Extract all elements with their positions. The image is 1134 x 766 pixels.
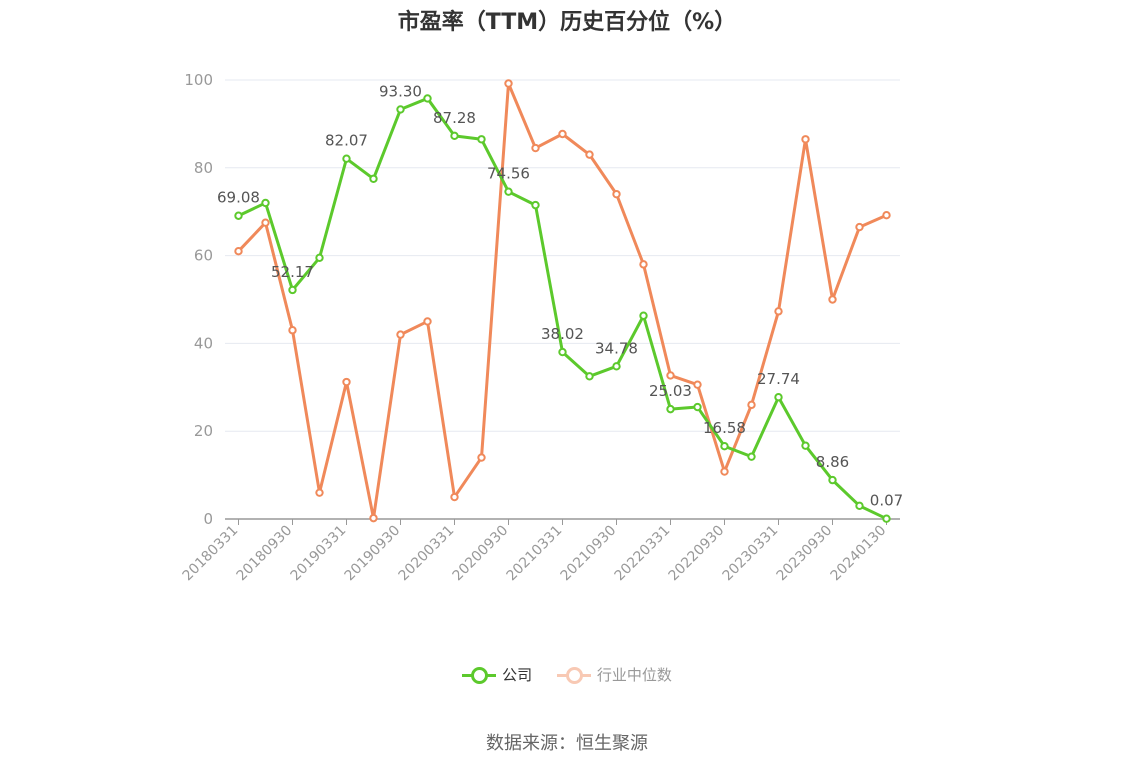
- data-labels: 69.08 52.17 82.07 93.30 87.28 74.56 38.02 34.78…: [217, 82, 903, 509]
- series-line: [237, 96, 888, 521]
- y-tick-label: 0: [203, 510, 213, 528]
- data-label: 25.03: [649, 382, 692, 400]
- data-point: [855, 222, 864, 232]
- data-point: [342, 154, 351, 163]
- data-point: [234, 211, 243, 220]
- legend-industry-label: 行业中位数: [596, 666, 672, 684]
- data-point: [828, 295, 837, 304]
- x-tick-label: 20230331: [720, 523, 782, 585]
- x-tick-label: 20220331: [612, 523, 674, 585]
- data-point: [585, 372, 594, 381]
- data-label: 8.86: [816, 453, 849, 471]
- chart-title: 市盈率（TTM）历史百分位（%）: [397, 10, 737, 35]
- data-point: [585, 150, 594, 159]
- data-label: 16.58: [703, 419, 746, 437]
- x-tick-label: 20180331: [180, 523, 242, 585]
- x-tick-label: 20230930: [774, 523, 836, 585]
- data-point: [477, 453, 486, 462]
- data-point: [504, 187, 513, 196]
- data-label: 69.08: [217, 189, 260, 207]
- x-tick-label: 20190930: [342, 523, 404, 585]
- data-point: [288, 326, 297, 335]
- data-point: [396, 330, 405, 339]
- x-tick-label: 20210930: [558, 523, 620, 585]
- data-label: 87.28: [433, 109, 476, 127]
- data-point: [882, 514, 891, 523]
- legend-company-icon: [462, 666, 497, 684]
- data-point: [666, 404, 675, 414]
- data-label: 34.78: [595, 339, 638, 357]
- data-label: 74.56: [487, 165, 530, 183]
- data-point: [531, 200, 540, 210]
- data-point: [639, 311, 648, 320]
- data-point: [558, 129, 567, 139]
- data-point: [261, 198, 270, 208]
- data-point: [612, 362, 621, 371]
- data-point: [747, 452, 756, 461]
- data-point: [369, 174, 378, 183]
- data-point: [558, 347, 567, 357]
- data-point: [855, 501, 864, 511]
- data-point: [450, 131, 459, 141]
- legend-item-industry[interactable]: 行业中位数: [556, 664, 672, 685]
- data-point: [288, 285, 297, 295]
- data-point: [666, 371, 675, 380]
- data-point: [693, 402, 702, 412]
- data-point: [396, 105, 405, 114]
- data-point: [315, 253, 324, 262]
- data-point: [531, 143, 540, 153]
- data-point: [477, 135, 486, 144]
- y-tick-label: 40: [194, 334, 213, 352]
- data-point: [612, 189, 621, 199]
- data-point: [369, 513, 378, 523]
- data-point: [639, 260, 648, 269]
- data-point: [882, 211, 891, 220]
- x-tick-label: 20210331: [504, 523, 566, 585]
- data-point: [828, 475, 837, 485]
- legend-item-company[interactable]: 公司: [462, 664, 532, 685]
- y-tick-label: 60: [194, 247, 213, 265]
- x-tick-label: 20240130: [828, 523, 890, 585]
- data-point: [801, 135, 810, 144]
- x-tick-label: 20200930: [450, 523, 512, 585]
- data-point: [450, 492, 459, 502]
- y-tick-label: 100: [184, 71, 213, 89]
- data-point: [774, 307, 783, 316]
- x-tick-label: 20200331: [396, 523, 458, 585]
- data-source: 数据来源：恒生聚源: [486, 733, 648, 754]
- data-point: [423, 317, 432, 326]
- data-point: [774, 393, 783, 402]
- data-label: 93.30: [379, 82, 422, 100]
- data-label: 52.17: [271, 263, 314, 281]
- data-point: [261, 218, 270, 227]
- x-tick-label: 20190331: [288, 523, 350, 585]
- data-point: [747, 400, 756, 410]
- data-point: [234, 247, 243, 256]
- data-point: [720, 442, 729, 451]
- y-tick-label: 20: [194, 422, 213, 440]
- data-label: 82.07: [325, 132, 368, 150]
- data-point: [504, 79, 513, 88]
- x-tick-label: 20220930: [666, 523, 728, 585]
- data-point: [342, 377, 351, 387]
- legend-company-label: 公司: [502, 666, 533, 684]
- y-axis: 0 20 40 60 80 100: [184, 71, 213, 528]
- x-axis: 2018033120180930201903312019093020200331…: [180, 518, 900, 585]
- data-point: [801, 441, 810, 450]
- series-layer: [234, 79, 891, 523]
- legend-industry-icon: [556, 666, 591, 684]
- data-label: 38.02: [541, 325, 584, 343]
- x-tick-label: 20180930: [234, 523, 296, 585]
- line-chart: 0 20 40 60 80 100 201803312018093020190331201…: [180, 71, 904, 585]
- y-tick-label: 80: [194, 159, 213, 177]
- data-label: 27.74: [757, 370, 800, 388]
- legend: 公司 行业中位数: [0, 664, 1134, 687]
- data-point: [315, 488, 324, 497]
- data-point: [693, 380, 702, 389]
- data-point: [423, 94, 432, 103]
- data-point: [720, 467, 729, 476]
- data-label: 0.07: [870, 492, 903, 510]
